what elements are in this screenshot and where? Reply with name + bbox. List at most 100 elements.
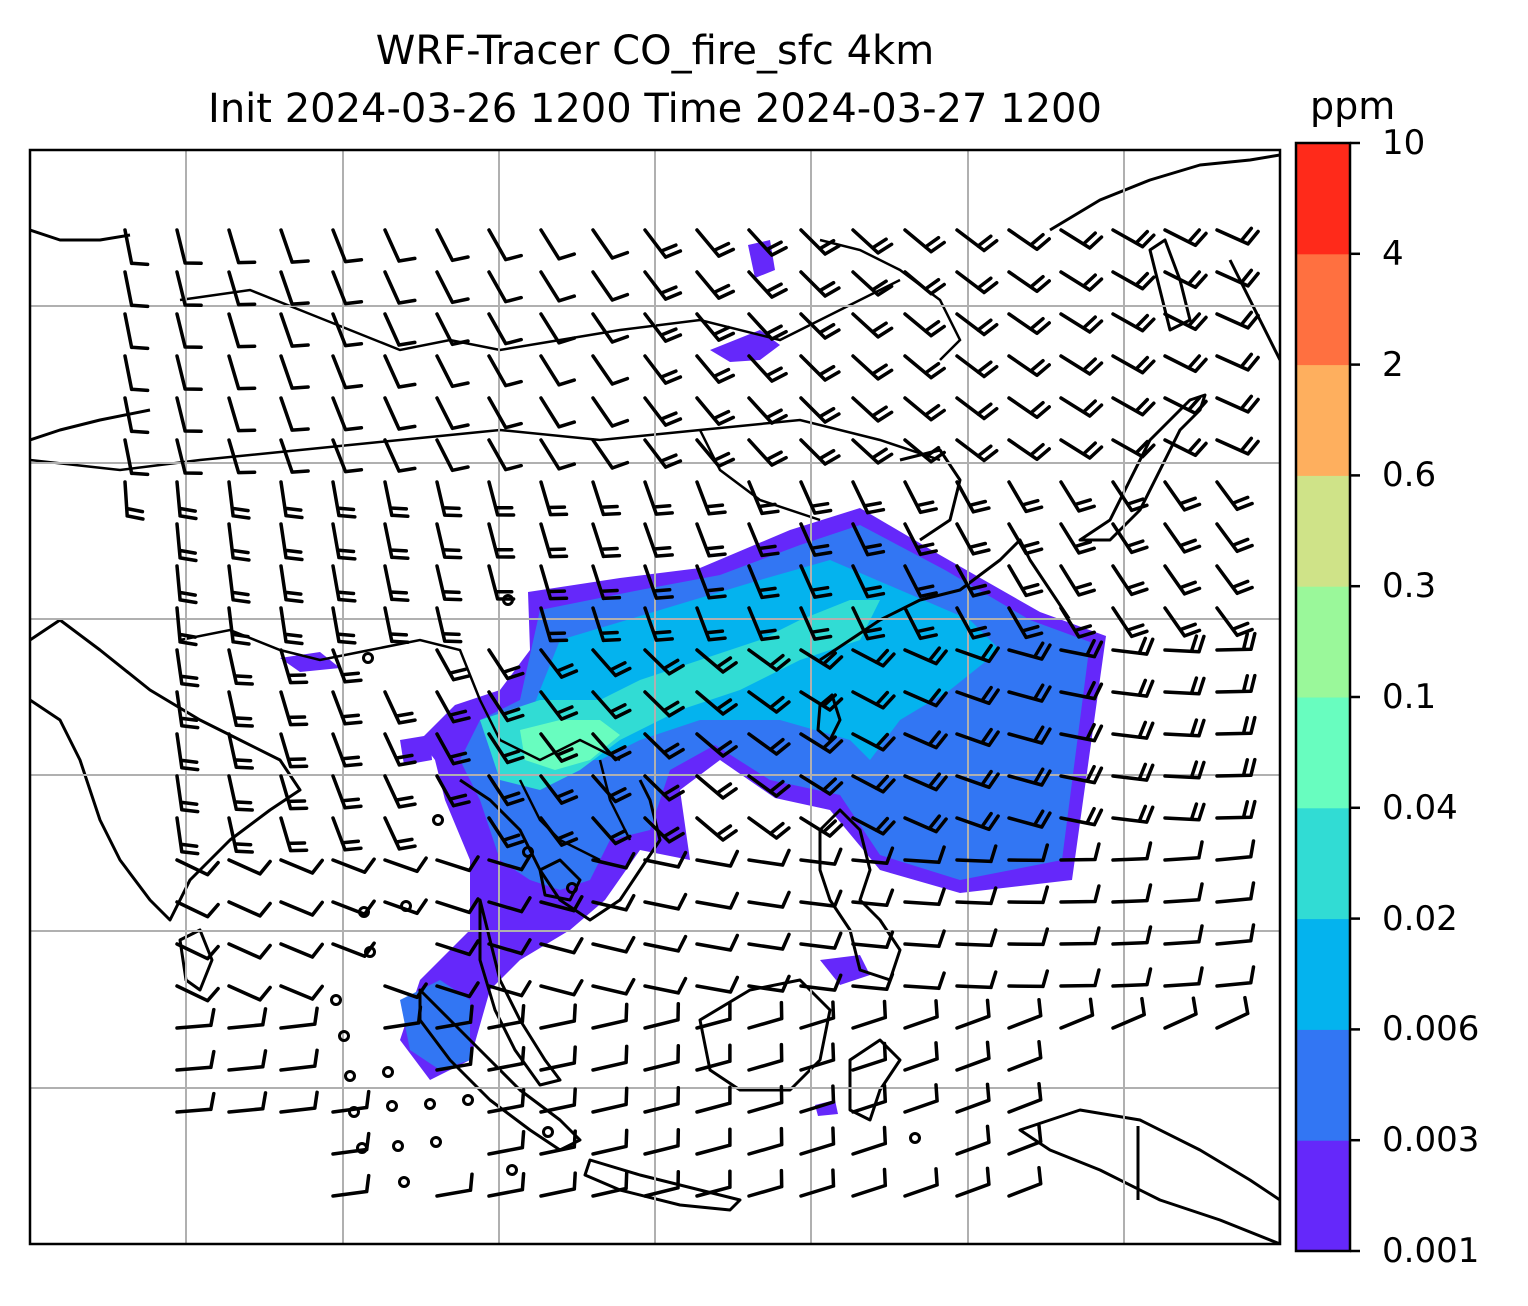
wind-barb	[435, 270, 470, 305]
wind-barb	[279, 354, 310, 390]
wind-barb	[539, 732, 579, 763]
wind-barb	[539, 228, 577, 261]
wind-barb	[435, 606, 463, 644]
wind-barb	[1111, 967, 1153, 988]
wind-barb	[799, 1168, 836, 1198]
wind-barb	[955, 396, 999, 421]
wind-barb	[643, 522, 674, 558]
wind-barb	[851, 1083, 888, 1114]
wind-barb	[695, 732, 738, 758]
wind-barb	[1215, 606, 1254, 638]
wind-barb	[851, 816, 896, 836]
wind-barb	[1007, 1082, 1043, 1114]
colorbar-tick-label: 2	[1382, 344, 1404, 385]
wind-barb	[435, 939, 480, 957]
colorbar-segment	[1296, 475, 1350, 587]
wind-barb	[747, 480, 780, 516]
wind-barb	[539, 1171, 577, 1198]
wind-barb	[435, 522, 463, 560]
wind-barb	[539, 438, 577, 471]
colorbar-segment	[1296, 918, 1350, 1030]
wind-barb	[955, 886, 998, 906]
wind-barb	[643, 1128, 681, 1156]
calm-wind-circle	[392, 1140, 404, 1152]
wind-barb	[487, 1045, 526, 1072]
wind-barb	[1059, 396, 1104, 418]
wind-barb	[799, 973, 843, 992]
wind-barb	[851, 564, 886, 599]
wind-barb	[175, 354, 203, 392]
wind-barb	[279, 270, 310, 306]
wind-barb	[643, 228, 683, 259]
wind-barb	[799, 564, 833, 599]
wind-barb	[175, 1007, 216, 1030]
wind-barb	[1163, 564, 1202, 596]
wind-barb	[695, 816, 738, 842]
calm-wind-circle	[424, 1098, 436, 1110]
wind-barb	[175, 228, 203, 266]
wind-barb	[1059, 926, 1101, 946]
wind-barb	[1059, 842, 1101, 862]
colorbar-segment	[1296, 807, 1350, 920]
wind-barb	[435, 855, 480, 873]
wind-barb	[955, 1040, 991, 1072]
wind-barb	[591, 396, 630, 428]
wind-barb	[487, 354, 523, 388]
wind-barb	[227, 354, 257, 391]
wind-barb	[747, 690, 791, 714]
colorbar	[1294, 141, 1360, 1253]
wind-barb	[955, 727, 1000, 748]
wind-barb	[851, 732, 896, 752]
wind-barb	[903, 1041, 939, 1072]
wind-barb	[747, 848, 791, 867]
wind-barb	[591, 522, 622, 559]
wind-barb	[175, 942, 220, 961]
wind-barb	[591, 732, 632, 762]
wind-barb	[227, 858, 272, 876]
wind-barb	[955, 480, 991, 514]
wind-barb	[1007, 1040, 1043, 1072]
wind-barb	[487, 1003, 526, 1030]
wind-barb	[643, 396, 683, 427]
colorbar-segment	[1296, 1029, 1350, 1141]
wind-barb	[487, 690, 525, 723]
wind-barb	[383, 354, 417, 389]
wind-barb	[1163, 480, 1202, 512]
wind-barb	[591, 354, 630, 386]
wind-barb	[279, 690, 309, 727]
calm-wind-circle	[358, 906, 370, 918]
wind-barb	[1059, 564, 1096, 597]
wind-barb	[799, 606, 833, 641]
colorbar-segment	[1296, 143, 1350, 255]
wind-barb	[435, 648, 471, 682]
calm-wind-circle	[348, 1106, 360, 1118]
wind-barb	[1007, 270, 1051, 294]
wind-barb	[539, 1003, 577, 1030]
wind-barb	[1111, 228, 1156, 249]
wind-barb	[643, 976, 688, 995]
wind-barb	[1059, 354, 1104, 376]
colorbar-segment	[1296, 253, 1350, 366]
wind-barb	[435, 1172, 474, 1198]
wind-barb	[1163, 760, 1206, 780]
wind-barb	[799, 732, 844, 754]
wind-barb	[695, 690, 738, 716]
wind-barb	[747, 974, 791, 993]
wind-barb	[591, 690, 632, 720]
wind-barb	[747, 354, 788, 383]
wind-barb	[539, 522, 569, 559]
calm-wind-circle	[432, 814, 444, 826]
wind-barb	[227, 480, 251, 520]
wind-barb	[955, 998, 991, 1030]
wind-barb	[695, 1085, 732, 1114]
wind-barb	[227, 1049, 268, 1072]
wind-barb	[903, 1083, 939, 1114]
wind-barb	[955, 228, 999, 253]
wind-barb	[955, 312, 999, 337]
colorbar-tick-label: 4	[1382, 233, 1404, 274]
calm-wind-circle	[364, 946, 376, 958]
calm-wind-circle	[382, 1066, 394, 1078]
wind-barb	[591, 1002, 629, 1030]
calm-wind-circle	[909, 1132, 921, 1144]
wind-barb	[591, 935, 636, 954]
